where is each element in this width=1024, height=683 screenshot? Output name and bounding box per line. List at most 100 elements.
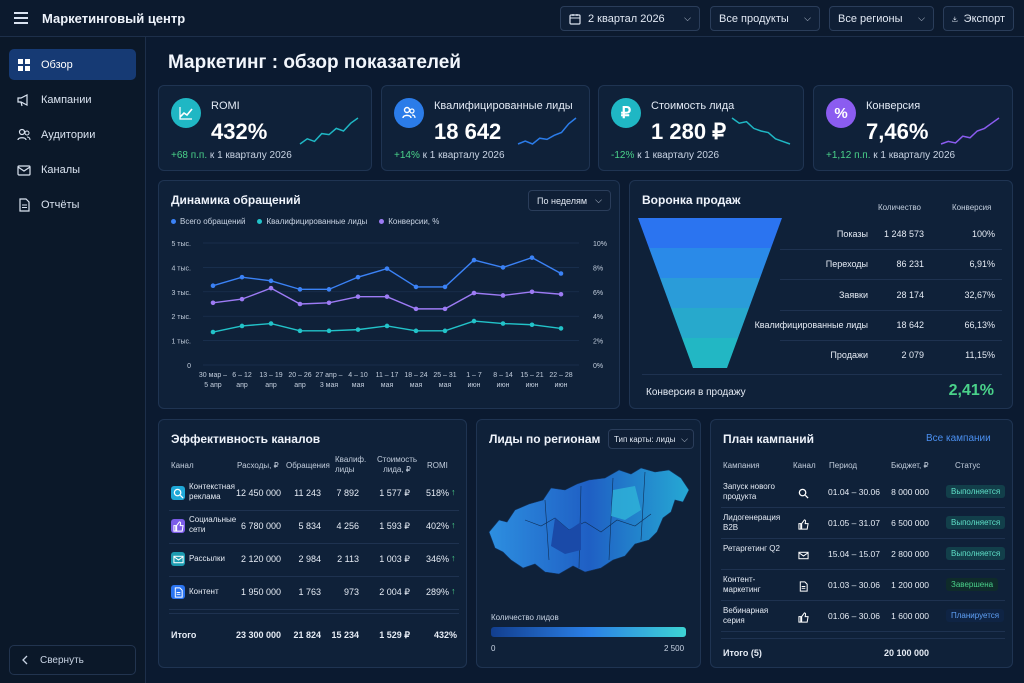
y-tick-left: 0 (187, 363, 191, 370)
data-point[interactable] (529, 322, 535, 328)
data-point[interactable] (326, 300, 332, 306)
legend-label: Всего обращений (180, 217, 246, 226)
data-point[interactable] (500, 265, 506, 270)
regions-select[interactable]: Все регионы ⌵ (829, 6, 934, 31)
total-requests: 21 824 (293, 630, 321, 640)
data-point[interactable] (558, 326, 564, 331)
x-tick-label: апр (236, 382, 248, 389)
channel-romi: 518% (425, 488, 449, 498)
data-point[interactable] (210, 300, 216, 306)
table-row[interactable]: Ретаргетинг Q2 15.04 – 15.07 2 800 000 Выпо… (711, 540, 1014, 570)
data-point[interactable] (413, 306, 419, 312)
data-point[interactable] (442, 328, 448, 334)
document-icon (19, 197, 30, 212)
data-point[interactable] (384, 266, 390, 271)
dynamics-period-select[interactable]: По неделям ⌵ (528, 190, 611, 211)
funnel-stage-label: Показы (836, 229, 868, 239)
data-point[interactable] (529, 255, 535, 260)
funnel-card: Воронка продаж Количество Конверсия Пока… (629, 180, 1013, 409)
data-point[interactable] (268, 321, 274, 326)
data-point[interactable] (268, 285, 274, 291)
data-point[interactable] (297, 328, 303, 334)
data-point[interactable] (529, 289, 535, 295)
channel-name: Социальные сети (189, 515, 237, 534)
sparkline-series (299, 117, 359, 145)
data-point[interactable] (413, 284, 419, 290)
collapse-button[interactable]: Свернуть (9, 645, 136, 675)
sidebar-item-label: Обзор (41, 58, 73, 71)
funnel-stage-label: Квалифицированные лиды (754, 319, 868, 330)
data-point[interactable] (413, 328, 419, 334)
sidebar-item-channels[interactable]: Каналы (9, 154, 136, 185)
status-badge: Планируется (946, 609, 1005, 622)
funnel-stage[interactable] (660, 278, 760, 308)
data-point[interactable] (384, 294, 390, 299)
data-point[interactable] (500, 321, 506, 326)
data-point[interactable] (210, 329, 216, 335)
row-divider (780, 279, 1002, 281)
data-point[interactable] (326, 287, 332, 292)
dynamics-line-chart: 5 тыс. 10% 4 тыс. 8% 3 тыс. 6% 2 тыс. 4% 1 тыс. 2… (171, 241, 607, 389)
table-row[interactable]: Социальные сети 6 780 000 5 834 4 256 1 593 … (159, 513, 468, 544)
data-point[interactable] (471, 318, 477, 324)
data-point[interactable] (239, 274, 245, 280)
col-campaign: Кампания (723, 461, 760, 470)
chevron-down-icon: ⌵ (684, 13, 691, 23)
data-point[interactable] (471, 290, 477, 296)
table-row[interactable]: Контент 1 950 000 1 763 973 2 004 ₽ 289% ↑ (159, 579, 468, 610)
funnel-stage[interactable] (649, 248, 771, 278)
data-point[interactable] (210, 283, 216, 288)
funnel-stage-label: Переходы (825, 259, 868, 270)
data-point[interactable] (297, 287, 303, 292)
russia-region-map[interactable] (485, 460, 695, 590)
export-button[interactable]: Экспорт (943, 6, 1014, 31)
data-point[interactable] (326, 328, 332, 334)
data-point[interactable] (355, 294, 361, 299)
sidebar-item-campaigns[interactable]: Кампании (9, 84, 136, 115)
data-point[interactable] (558, 291, 564, 297)
map-scale-max: 2 500 (664, 644, 685, 653)
period-select[interactable]: 2 квартал 2026 ⌵ (560, 6, 700, 31)
data-point[interactable] (239, 323, 245, 329)
funnel-stage[interactable] (682, 338, 738, 368)
table-row[interactable]: Рассылки 2 120 000 2 984 2 113 1 003 ₽ 346% ↑ (159, 546, 468, 577)
table-row[interactable]: Контент-маркетинг 01.03 – 30.06 1 200 000 З… (711, 571, 1014, 601)
col-channel: Канал (171, 461, 194, 470)
funnel-stage[interactable] (638, 218, 782, 248)
data-point[interactable] (355, 327, 361, 332)
data-point[interactable] (355, 274, 361, 280)
kpi-value: 18 642 (434, 119, 502, 144)
table-row[interactable]: Контекстная реклама 12 450 000 11 243 7 892… (159, 480, 468, 511)
chevron-down-icon: ⌵ (681, 433, 688, 444)
data-point[interactable] (442, 284, 448, 290)
kpi-sparkline (299, 117, 359, 145)
data-point[interactable] (442, 306, 448, 312)
all-campaigns-link[interactable]: Все кампании (926, 433, 991, 444)
data-point[interactable] (558, 271, 564, 276)
table-row[interactable]: Запуск нового продукта 01.04 – 30.06 8 000… (711, 478, 1014, 508)
data-point[interactable] (500, 293, 506, 298)
map-type-select[interactable]: Тип карты: лиды ⌵ (608, 429, 694, 449)
funnel-stage[interactable] (671, 308, 749, 338)
data-point[interactable] (384, 323, 390, 329)
x-tick-label: 4 – 10 (348, 372, 368, 379)
channel-cpl: 1 593 ₽ (379, 521, 410, 531)
data-point[interactable] (297, 301, 303, 307)
data-point[interactable] (471, 257, 477, 263)
x-tick-label: 15 – 21 (520, 372, 543, 379)
sidebar-item-overview[interactable]: Обзор (9, 49, 136, 80)
data-point[interactable] (239, 296, 245, 302)
data-point[interactable] (268, 278, 274, 284)
funnel-stage-conversion: 100% (971, 229, 995, 239)
funnel-header-count: Количество (878, 203, 921, 212)
sidebar-item-reports[interactable]: Отчёты (9, 189, 136, 220)
sidebar-item-audiences[interactable]: Аудитории (9, 119, 136, 150)
channel-spend: 6 780 000 (240, 521, 281, 531)
table-row[interactable]: Лидогенерация B2B 01.05 – 31.07 6 500 000 В… (711, 509, 1014, 539)
products-select[interactable]: Все продукты ⌵ (710, 6, 820, 31)
legend-dot (171, 219, 176, 224)
chevron-down-icon: ⌵ (918, 13, 925, 23)
table-row[interactable]: Вебинарная серия 01.06 – 30.06 1 600 000 Пл… (711, 602, 1014, 632)
channel-name: Рассылки (189, 554, 225, 563)
menu-icon[interactable] (14, 12, 28, 24)
